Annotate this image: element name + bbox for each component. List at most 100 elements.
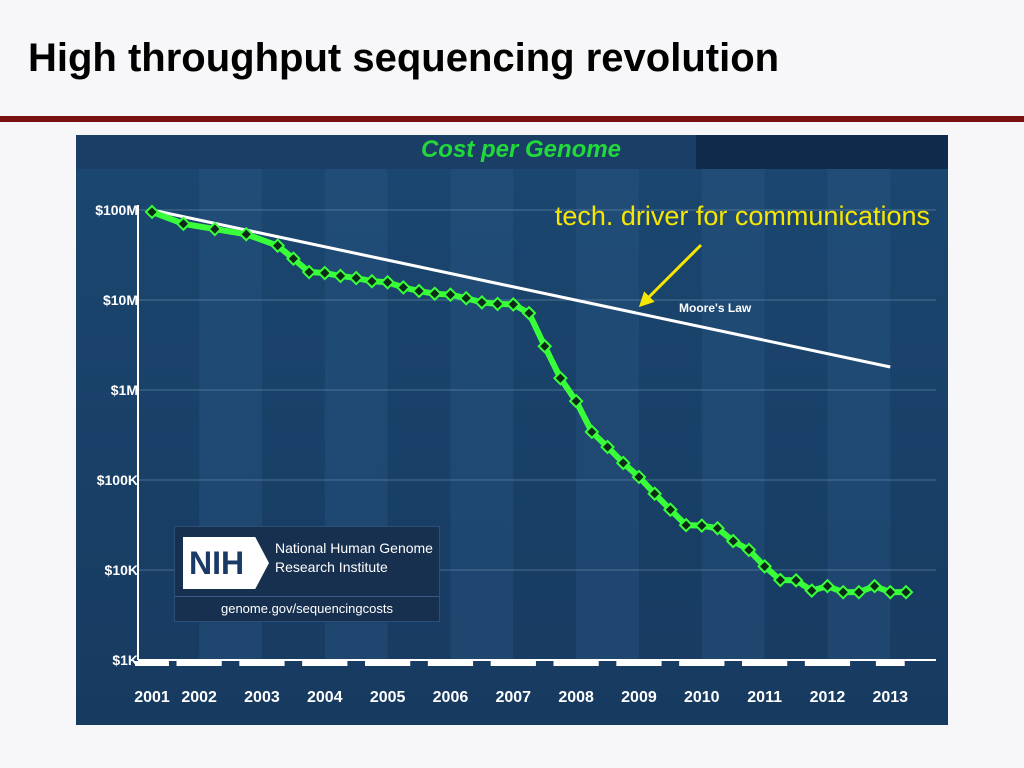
data-point [301,264,317,280]
x-tick-block [176,661,222,666]
data-point [443,287,458,303]
y-axis: $100M $10M $1M $100K $10K $1K [95,202,139,668]
moores-law-label: Moore's Law [679,301,752,315]
nih-name-line1: National Human Genome [275,540,433,556]
x-tick-block [875,661,905,666]
y-tick-label: $1M [111,382,138,398]
x-tick-label: 2009 [621,689,657,706]
data-point [678,517,694,533]
data-point [694,518,710,534]
x-tick-label: 2013 [872,689,908,706]
data-point [898,584,914,600]
data-point [804,583,820,599]
data-point [851,584,867,600]
data-point [584,424,600,440]
nih-name-line2: Research Institute [275,559,388,575]
y-tick-label: $100M [95,202,138,218]
data-point [395,279,411,295]
data-point [270,238,286,254]
data-point [348,270,364,286]
x-tick-label: 2004 [307,689,343,706]
data-point [772,572,788,588]
nih-logo-box: NIH National Human Genome Research Insti… [174,526,440,622]
data-point [380,274,396,290]
chart-panel: $100M $10M $1M $100K $10K $1K 2001 2002 2003 200… [76,135,948,725]
x-tick-block [302,661,348,666]
x-tick-block [135,661,169,666]
data-point [285,251,301,267]
data-point [631,469,647,485]
x-tick-label: 2012 [810,689,846,706]
x-tick-block [616,661,662,666]
x-tick-block [553,661,599,666]
y-tick-label: $1K [112,652,138,668]
data-point [788,572,804,588]
x-tick-label: 2006 [433,689,469,706]
data-point [176,216,191,232]
x-tick-label: 2002 [181,689,217,706]
data-point [490,296,505,312]
x-axis: 2001 2002 2003 2004 2005 2006 2007 2008 2009 2010… [134,659,936,706]
data-point [427,286,443,302]
data-point [537,338,553,354]
x-tick-label: 2011 [747,689,782,706]
x-tick-block [365,661,411,666]
data-point [820,578,835,594]
data-point [647,486,663,502]
x-tick-block [427,661,474,666]
moores-law-line [151,208,891,369]
y-tick-label: $10K [105,562,138,578]
data-point [238,226,254,242]
data-point [474,294,490,310]
x-tick-label: 2005 [370,689,406,706]
x-tick-block [490,661,536,666]
data-point [710,520,725,536]
x-tick-block [679,661,725,666]
data-point [882,584,898,600]
data-point [144,204,160,220]
x-tick-label: 2008 [558,689,594,706]
x-tick-label: 2010 [684,689,720,706]
cost-per-genome-chart: $100M$10M$1M$100K$10K$1K 2001 2002 2003 200… [76,135,948,725]
year-stripes [199,169,891,660]
data-point [725,533,741,549]
year-stripe [701,169,765,660]
title-divider [0,116,1024,122]
data-point [505,297,521,312]
x-tick-label: 2001 [134,689,170,706]
year-stripe [827,169,891,660]
data-point [207,221,223,237]
data-point [600,439,615,455]
data-point [757,559,773,574]
x-tick-block [239,661,285,666]
data-point [741,542,757,558]
annotation-text: tech. driver for communications [555,201,930,231]
data-point [364,273,380,289]
annotation-arrow [638,243,703,308]
data-point [867,578,882,594]
data-point [521,305,537,321]
y-tick-label: $100K [97,472,138,488]
data-point [333,268,348,284]
x-tick-block [804,661,851,666]
x-tick-label: 2007 [495,689,531,706]
y-tick-label: $10M [103,292,138,308]
x-tick-block [742,661,788,666]
slide-title: High throughput sequencing revolution [28,36,780,80]
data-point [835,584,851,600]
data-point [662,502,678,518]
data-point [553,370,568,386]
data-point [568,393,584,409]
year-stripe [450,169,514,660]
x-tick-label: 2003 [244,689,280,706]
data-point [615,455,631,471]
chart-background [76,135,948,725]
nih-url: genome.gov/sequencingcosts [175,596,439,621]
year-stripe [576,169,639,660]
nih-logo: NIH [183,537,269,589]
chart-title: Cost per Genome [421,136,621,163]
data-point [458,290,474,306]
series-layer [144,204,914,600]
data-point [317,265,333,281]
data-point [411,283,427,299]
